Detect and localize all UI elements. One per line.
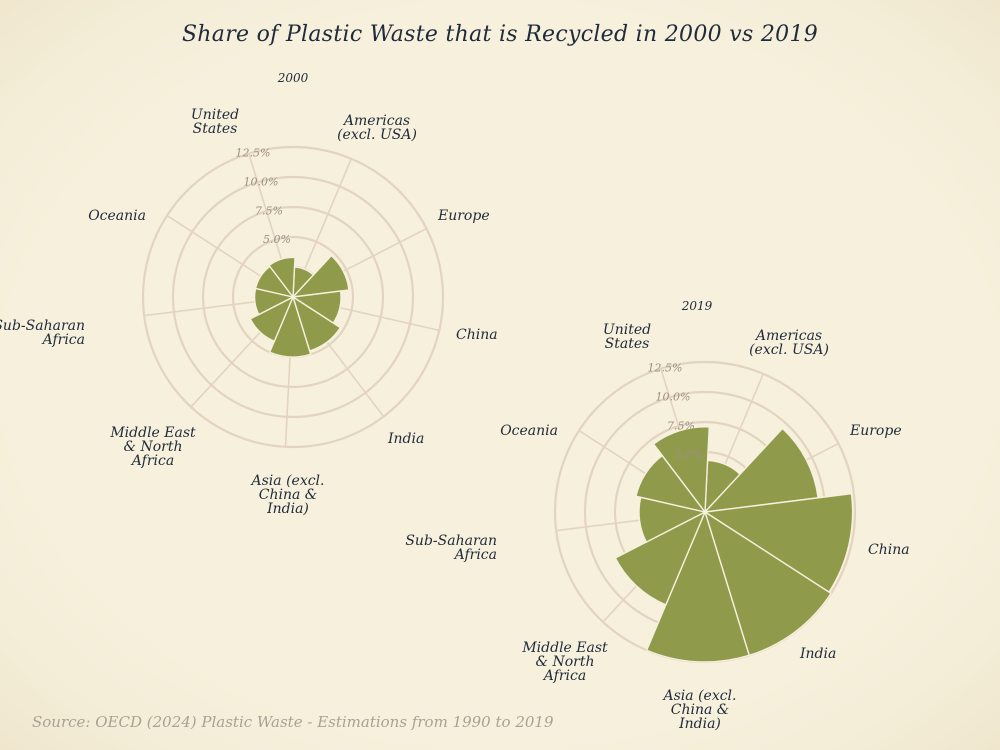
polar-chart-2000: 5.0% 7.5% 10.0% 12.5% United States Americas (e… [0, 71, 498, 517]
polar-chart-2019: 5.0% 7.5% 10.0% 12.5% United States Americas (e… [405, 299, 909, 732]
category-label: Europe [849, 423, 902, 439]
grid-ring [201, 205, 385, 389]
category-label: Americas (excl. USA) [337, 113, 417, 143]
category-label: China [868, 542, 910, 558]
wedge-1 [703, 427, 819, 513]
chart-subtitle: 2019 [681, 299, 713, 313]
wedge-5 [249, 295, 295, 343]
tick-label: 7.5% [667, 419, 695, 432]
category-label: India [387, 431, 424, 447]
tick-label: 5.0% [675, 448, 703, 461]
tick-label: 10.0% [244, 175, 279, 188]
source-note: Source: OECD (2024) Plastic Waste - Esti… [32, 713, 554, 731]
wedge-1 [291, 254, 350, 298]
grid-ring [141, 145, 445, 449]
tick-label: 12.5% [648, 361, 683, 374]
tick-label: 7.5% [255, 204, 283, 217]
category-label: United States [603, 322, 651, 352]
chart-title: Share of Plastic Waste that is Recycled … [181, 22, 819, 47]
category-label: Asia (excl. China & India) [250, 473, 325, 517]
category-label: China [456, 327, 498, 343]
category-label: Americas (excl. USA) [749, 328, 829, 358]
wedge-5 [614, 510, 707, 606]
category-label: Oceania [500, 423, 558, 439]
category-label: United States [191, 107, 239, 137]
tick-label: 10.0% [656, 390, 691, 403]
tick-label: 12.5% [236, 146, 271, 159]
tick-label: 5.0% [263, 233, 291, 246]
category-label: Europe [437, 208, 490, 224]
wedge-4 [268, 294, 312, 358]
category-label: Sub-Saharan Africa [0, 318, 85, 348]
wedge-3 [703, 510, 832, 657]
category-label: Asia (excl. China & India) [662, 688, 737, 732]
chart-subtitle: 2000 [277, 71, 309, 85]
grid-ring [171, 175, 415, 419]
category-label: Middle East & North Africa [109, 425, 196, 469]
category-label: Middle East & North Africa [521, 640, 608, 684]
category-label: Sub-Saharan Africa [405, 533, 497, 563]
category-label: India [799, 646, 836, 662]
wedge-8 [652, 426, 710, 514]
wedge-2 [703, 492, 854, 594]
category-label: Oceania [88, 208, 146, 224]
wedge-4 [645, 509, 751, 663]
wedge-8 [268, 256, 296, 299]
